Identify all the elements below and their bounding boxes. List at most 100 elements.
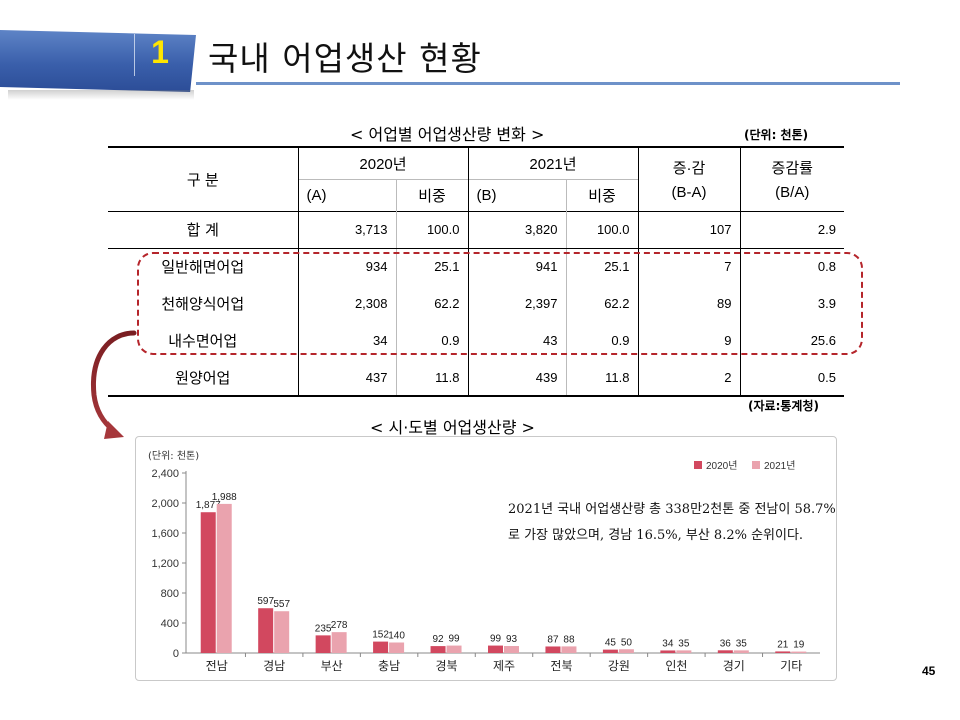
legend-swatch — [694, 461, 702, 469]
header-rate: 증감률 (B/A) — [739, 147, 844, 211]
data-label: 45 — [605, 638, 617, 649]
legend-swatch — [752, 461, 760, 469]
cell-diff: 2 — [637, 359, 740, 397]
cell-rate: 3.9 — [739, 285, 844, 322]
data-label: 50 — [621, 637, 633, 648]
bar-2021 — [389, 642, 405, 653]
bar-2021 — [791, 651, 807, 653]
x-tick-label: 경기 — [723, 659, 745, 673]
x-tick-label: 기타 — [780, 659, 802, 673]
table-row-total: 합 계 3,713 100.0 3,820 100.0 107 2.9 — [108, 211, 844, 249]
cell-share-2020: 25.1 — [395, 248, 468, 285]
bar-2020 — [775, 651, 791, 653]
cell-2021: 2,397 — [467, 285, 566, 322]
cell-share-2020: 11.8 — [395, 359, 468, 397]
row-label: 내수면어업 — [168, 332, 238, 350]
data-label: 34 — [662, 638, 674, 649]
cell-share-2021: 25.1 — [565, 248, 638, 285]
curved-arrow-icon — [91, 330, 137, 439]
table-unit-label: (단위: 천톤) — [744, 128, 809, 142]
cell-diff: 9 — [637, 322, 740, 359]
data-label: 35 — [736, 638, 748, 649]
cell-rate: 2.9 — [739, 211, 844, 249]
cell-2020: 3,713 — [297, 211, 396, 249]
bar-2021 — [216, 503, 232, 653]
source-label: (자료:통계청) — [748, 399, 819, 413]
data-label: 597 — [257, 596, 274, 607]
row-label: 원양어업 — [108, 359, 298, 397]
row-label: 천해양식어업 — [161, 295, 245, 313]
cell-2020: 2,308 — [297, 285, 396, 322]
title-ribbon — [0, 30, 196, 92]
bar-2020 — [315, 635, 331, 653]
header-rate-label: 증감률 — [771, 160, 813, 178]
cell-2021: 3,820 — [467, 211, 566, 249]
cell-share-2021: 11.8 — [565, 359, 638, 397]
cell-share-2020: 0.9 — [395, 322, 468, 359]
bar-2021 — [618, 649, 634, 653]
bar-2020 — [660, 650, 676, 653]
table-row: 원양어업 437 11.8 439 11.8 2 0.5 — [108, 359, 844, 397]
row-label: 합 계 — [108, 211, 298, 249]
y-tick-label: 800 — [161, 588, 179, 600]
y-tick-label: 400 — [161, 618, 179, 630]
header-year-2020: 2020년 — [297, 147, 468, 179]
data-label: 87 — [547, 634, 559, 645]
legend-label: 2020년 — [706, 460, 737, 472]
x-tick-label: 전북 — [550, 659, 572, 673]
cell-share-2021: 62.2 — [565, 285, 638, 322]
header-a: (A) — [297, 178, 396, 211]
data-label: 140 — [388, 631, 405, 642]
data-label: 93 — [506, 634, 518, 645]
cell-diff: 107 — [637, 211, 740, 249]
header-category: 구 분 — [186, 171, 219, 189]
data-label: 92 — [432, 634, 444, 645]
title-underline — [196, 82, 900, 85]
data-label: 1,988 — [212, 492, 237, 503]
bar-2020 — [258, 608, 274, 653]
cell-share-2020: 62.2 — [395, 285, 468, 322]
bar-2021 — [561, 646, 577, 653]
bar-2020 — [200, 512, 216, 653]
chart-unit-label: (단위: 천톤) — [148, 449, 199, 462]
y-tick-label: 0 — [173, 648, 179, 660]
production-bar-chart: (단위: 천톤) 0 400 800 1,200 1,600 2,000 2,400 1,877… — [148, 449, 820, 673]
cell-2021: 439 — [467, 359, 566, 397]
x-tick-label: 충남 — [378, 659, 400, 673]
data-label: 21 — [777, 639, 789, 650]
data-label: 557 — [273, 599, 290, 610]
bar-2021 — [331, 632, 347, 653]
x-tick-label: 제주 — [493, 659, 515, 673]
summary-note: 2021년 국내 어업생산량 총 338만2천톤 중 전남이 58.7%로 가장… — [508, 502, 836, 543]
data-label: 99 — [490, 634, 502, 645]
x-tick-label: 인천 — [665, 658, 687, 673]
header-change-sub: (B-A) — [671, 184, 707, 202]
data-label: 1,877 — [196, 500, 221, 511]
header-share-2021: 비중 — [565, 178, 638, 211]
data-label: 19 — [793, 640, 805, 651]
cell-2021: 941 — [467, 248, 566, 285]
page-number: 45 — [922, 664, 936, 678]
data-label: 88 — [563, 634, 575, 645]
cell-diff: 7 — [637, 248, 740, 285]
bar-2020 — [545, 646, 561, 653]
table-row: 내수면어업 34 0.9 43 0.9 9 25.6 — [108, 322, 844, 359]
row-label: 일반해면어업 — [161, 258, 245, 277]
ribbon-shadow — [8, 90, 194, 100]
y-tick-label: 2,400 — [151, 468, 179, 480]
legend-label: 2021년 — [764, 460, 795, 472]
bar-2021 — [274, 611, 290, 653]
header-share-2020: 비중 — [395, 178, 468, 211]
cell-2020: 437 — [297, 359, 396, 397]
bar-2021 — [504, 646, 519, 653]
data-label: 278 — [331, 620, 348, 631]
x-tick-label: 경남 — [263, 659, 285, 673]
y-tick-label: 2,000 — [151, 498, 179, 510]
chart-frame: (단위: 천톤) 0 400 800 1,200 1,600 2,000 2,400 1,877… — [135, 436, 837, 681]
slide-number: 1 — [151, 34, 169, 70]
x-tick-label: 강원 — [608, 659, 630, 673]
data-label: 235 — [315, 623, 332, 634]
bar-2020 — [373, 641, 389, 653]
cell-2021: 43 — [467, 322, 566, 359]
production-table-wrapper: 구 분 2020년 2021년 증·감 (B-A) 증감률 (B/A) (A) … — [108, 146, 844, 397]
